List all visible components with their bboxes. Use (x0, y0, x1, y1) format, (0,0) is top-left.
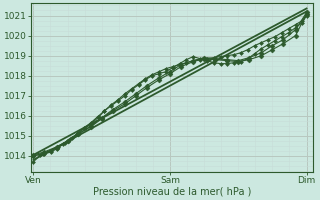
X-axis label: Pression niveau de la mer( hPa ): Pression niveau de la mer( hPa ) (93, 187, 251, 197)
